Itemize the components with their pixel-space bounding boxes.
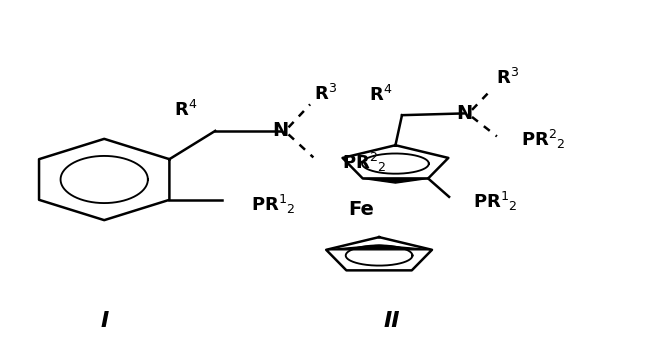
Text: II: II: [384, 311, 401, 331]
Text: Fe: Fe: [348, 200, 374, 219]
Text: PR$^2$$_2$: PR$^2$$_2$: [341, 150, 386, 173]
Text: R$^4$: R$^4$: [370, 85, 393, 105]
Text: I: I: [100, 311, 108, 331]
Text: R$^4$: R$^4$: [174, 101, 197, 121]
Polygon shape: [363, 178, 428, 183]
Text: N: N: [456, 104, 473, 123]
Polygon shape: [326, 245, 432, 250]
Text: N: N: [273, 121, 289, 140]
Text: R$^3$: R$^3$: [314, 84, 337, 104]
Text: R$^3$: R$^3$: [496, 68, 519, 88]
Text: PR$^2$$_2$: PR$^2$$_2$: [521, 129, 566, 151]
Text: PR$^1$$_2$: PR$^1$$_2$: [251, 192, 296, 216]
Text: PR$^1$$_2$: PR$^1$$_2$: [473, 190, 517, 213]
